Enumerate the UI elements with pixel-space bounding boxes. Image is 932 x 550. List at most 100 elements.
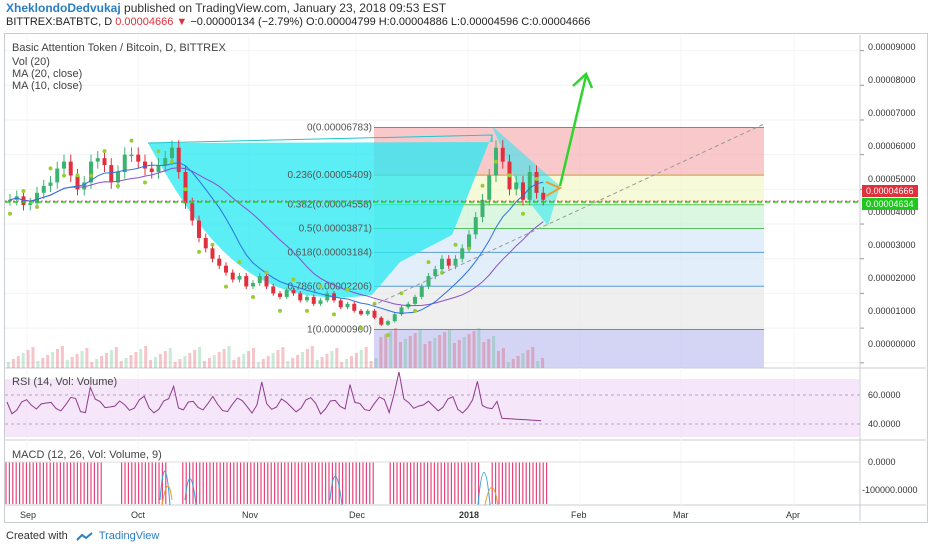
psar-dot: [21, 188, 26, 193]
y-tick-label: 0.00000000: [868, 339, 916, 349]
volume-bar: [237, 357, 241, 368]
candle-body: [136, 154, 141, 162]
cup-rim-line: [147, 134, 493, 144]
psar-dot: [156, 149, 161, 154]
volume-bar: [51, 352, 55, 368]
volume-bar: [85, 348, 89, 368]
legend-ma20: MA (20, close): [12, 68, 83, 80]
candle-body: [217, 258, 222, 266]
volume-bar: [428, 341, 432, 368]
volume-bar: [296, 355, 300, 368]
volume-bar: [129, 355, 133, 368]
volume-bar: [384, 334, 388, 368]
volume-bar: [345, 359, 349, 368]
volume-bar: [506, 362, 510, 368]
y-tick-label: 0.00009000: [868, 42, 916, 52]
volume-bar: [452, 343, 456, 368]
candle-body: [163, 158, 168, 166]
candle-body: [433, 269, 438, 277]
volume-bar: [80, 351, 84, 368]
candle-body: [35, 192, 39, 204]
author-link[interactable]: XheklondoDedvukaj: [6, 1, 121, 15]
psar-dot: [480, 183, 485, 188]
fib-level-label: 0.618(0.00003184): [287, 247, 372, 258]
ohlc-line: BITTREX:BATBTC, D 0.00004666 ▼ −0.000001…: [6, 16, 590, 28]
volume-bar: [325, 354, 329, 368]
psar-dot: [48, 166, 53, 171]
candle-body: [487, 175, 492, 200]
fib-band: [374, 286, 764, 330]
candle-body: [291, 289, 296, 294]
candle-body: [28, 203, 33, 205]
volume-bar: [423, 344, 427, 368]
volume-bar: [536, 361, 540, 368]
candle-body: [446, 258, 451, 266]
candle-body: [210, 248, 215, 259]
candle-body: [500, 147, 505, 162]
candle-body: [453, 258, 458, 266]
candle-body: [129, 154, 134, 157]
fib-level-label: 1(0.00000960): [307, 324, 372, 335]
candle-body: [386, 321, 390, 325]
volume-bar: [379, 337, 383, 368]
candle-body: [257, 276, 262, 284]
y-tick-label: 0.00008000: [868, 75, 916, 85]
fib-level-label: 0.5(0.00003871): [299, 224, 372, 235]
psar-dot: [494, 159, 498, 164]
candle-body: [156, 165, 161, 173]
orange-chevron-icon: [545, 181, 563, 197]
candle-body: [311, 296, 316, 304]
candle-body: [197, 220, 201, 238]
fib-band: [374, 252, 764, 287]
psar-dot: [116, 184, 120, 189]
psar-dot: [170, 159, 174, 164]
candle-body: [338, 300, 343, 308]
volume-bar: [105, 353, 108, 368]
fib-level-label: 0.786(0.00002206): [287, 281, 372, 292]
down-arrow-icon: ▼: [176, 16, 188, 28]
volume-bar: [134, 352, 138, 368]
y-tick-label: 0.00005000: [868, 174, 916, 184]
volume-bar: [46, 355, 50, 368]
macd-signal-line: [159, 470, 491, 506]
candle-body: [62, 161, 66, 169]
rsi-tick-label: 60.0000: [868, 390, 901, 400]
volume-bar: [60, 346, 64, 368]
chart-title: Basic Attention Token / Bitcoin, D, BITT…: [12, 42, 226, 54]
last-price-tag: 0.00004666: [862, 185, 918, 197]
breakout-arrow-head: [572, 71, 594, 89]
psar-dot: [305, 308, 309, 313]
volume-bar: [163, 351, 167, 368]
y-tick-label: 0.00003000: [868, 240, 916, 250]
volume-bar: [320, 357, 324, 368]
candle-body: [109, 165, 114, 183]
candle-body: [244, 276, 249, 287]
fib-band: [374, 228, 764, 253]
volume-bar: [281, 347, 285, 368]
volume-bar: [271, 353, 275, 368]
volume-bar: [501, 348, 505, 368]
psar-dot: [426, 260, 431, 265]
candle-body: [426, 276, 431, 287]
x-tick-oct: Oct: [131, 510, 146, 520]
volume-bar: [350, 356, 353, 368]
volume-bar: [31, 347, 35, 368]
volume-bar: [492, 336, 496, 368]
volume-bar: [301, 352, 304, 368]
y-tick-label: 0.00006000: [868, 141, 916, 151]
volume-bar: [36, 361, 40, 368]
volume-bar: [198, 347, 202, 368]
psar-dot: [291, 277, 296, 282]
volume-bar: [521, 353, 525, 368]
volume-bar: [291, 358, 295, 368]
tradingview-brand-link[interactable]: TradingView: [98, 530, 160, 542]
volume-bar: [242, 354, 246, 368]
volume-bar: [305, 349, 309, 368]
publish-line: XheklondoDedvukaj published on TradingVi…: [6, 1, 446, 15]
volume-bar: [335, 348, 339, 368]
volume-bar: [276, 350, 280, 368]
volume-bar: [144, 346, 148, 368]
psar-dot: [318, 284, 323, 289]
ma20-line: [9, 167, 544, 307]
